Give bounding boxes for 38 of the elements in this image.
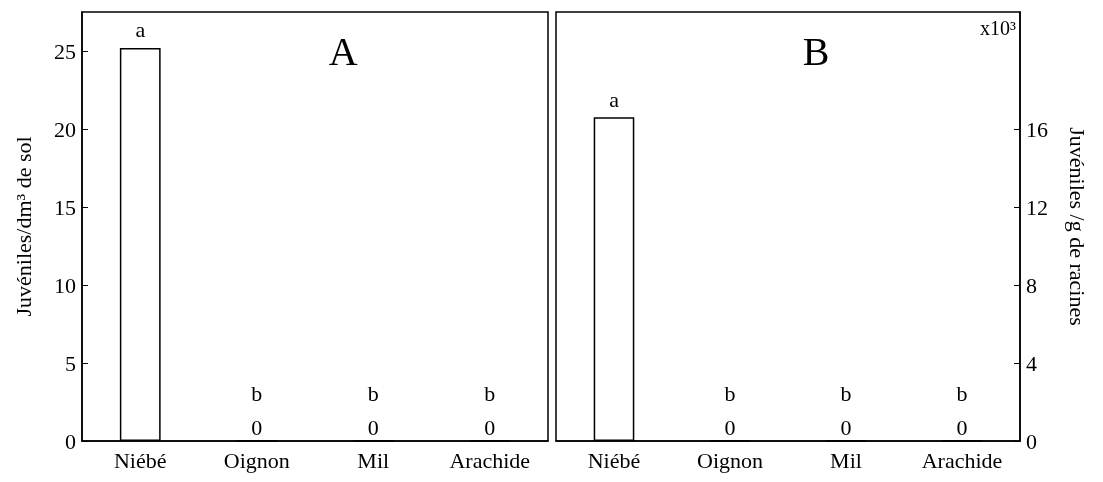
x-tick-label: Oignon xyxy=(223,447,290,473)
y2-tick-label: 8 xyxy=(1026,272,1037,298)
data-label: 0 xyxy=(956,414,968,440)
annotation: b xyxy=(840,380,852,406)
annotation: b xyxy=(367,380,379,406)
annotation: b xyxy=(724,380,736,406)
y2-tick-label: 4 xyxy=(1026,350,1037,376)
data-label: 0 xyxy=(251,414,263,440)
y2-tick-label: 12 xyxy=(1026,194,1048,220)
y-tick-label: 20 xyxy=(54,116,76,142)
x-tick-label: Mil xyxy=(830,447,862,473)
annotation: a xyxy=(609,86,620,112)
y-tick-label: 10 xyxy=(54,272,76,298)
annotation: b xyxy=(956,380,968,406)
y-axis-title: Juvéniles/dm³ de sol xyxy=(10,136,36,317)
data-label: 0 xyxy=(484,414,496,440)
annotation: b xyxy=(251,380,263,406)
data-label: 0 xyxy=(367,414,379,440)
data-label: 0 xyxy=(840,414,852,440)
data-label: 0 xyxy=(724,414,736,440)
x-tick-label: Mil xyxy=(357,447,390,473)
chart-title: A xyxy=(328,28,358,74)
y-tick-label: 25 xyxy=(54,38,76,64)
y2-tick-label: 0 xyxy=(1026,428,1037,454)
annotation: a xyxy=(135,17,146,43)
y-tick-label: 0 xyxy=(65,428,76,454)
y-tick-label: 5 xyxy=(65,350,76,376)
annotation: b xyxy=(484,380,496,406)
x-tick-label: Arachide xyxy=(921,447,1003,473)
y2-tick-label: 16 xyxy=(1026,116,1048,142)
x-tick-label: Niébé xyxy=(587,447,641,473)
y2-axis-title: Juvéniles /g de racines xyxy=(1064,127,1090,326)
x-tick-label: Niébé xyxy=(113,447,167,473)
chart-title: B xyxy=(802,28,830,74)
y-tick-label: 15 xyxy=(54,194,76,220)
x-tick-label: Oignon xyxy=(697,447,763,473)
x-tick-label: Arachide xyxy=(449,447,531,473)
annotation: x10³ xyxy=(980,17,1016,39)
